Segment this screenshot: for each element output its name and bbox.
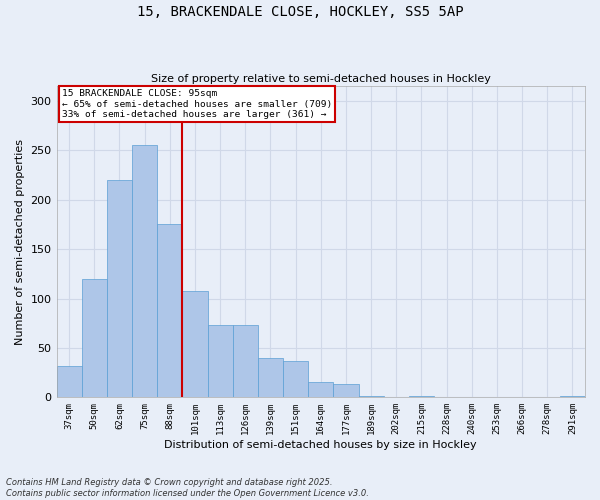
Bar <box>182 290 208 398</box>
Bar <box>409 396 434 398</box>
Bar <box>56 366 82 398</box>
Text: 15, BRACKENDALE CLOSE, HOCKLEY, SS5 5AP: 15, BRACKENDALE CLOSE, HOCKLEY, SS5 5AP <box>137 5 463 19</box>
Bar <box>157 224 182 398</box>
Bar <box>208 325 233 398</box>
Title: Size of property relative to semi-detached houses in Hockley: Size of property relative to semi-detach… <box>151 74 491 84</box>
Bar <box>258 358 283 398</box>
Bar <box>334 384 359 398</box>
Bar <box>82 279 107 398</box>
Text: Contains HM Land Registry data © Crown copyright and database right 2025.
Contai: Contains HM Land Registry data © Crown c… <box>6 478 369 498</box>
Bar <box>560 396 585 398</box>
Bar <box>107 180 132 398</box>
Bar <box>283 361 308 398</box>
X-axis label: Distribution of semi-detached houses by size in Hockley: Distribution of semi-detached houses by … <box>164 440 477 450</box>
Bar <box>132 146 157 398</box>
Y-axis label: Number of semi-detached properties: Number of semi-detached properties <box>15 138 25 345</box>
Bar <box>359 396 383 398</box>
Bar <box>308 382 334 398</box>
Text: 15 BRACKENDALE CLOSE: 95sqm
← 65% of semi-detached houses are smaller (709)
33% : 15 BRACKENDALE CLOSE: 95sqm ← 65% of sem… <box>62 90 332 119</box>
Bar <box>233 325 258 398</box>
